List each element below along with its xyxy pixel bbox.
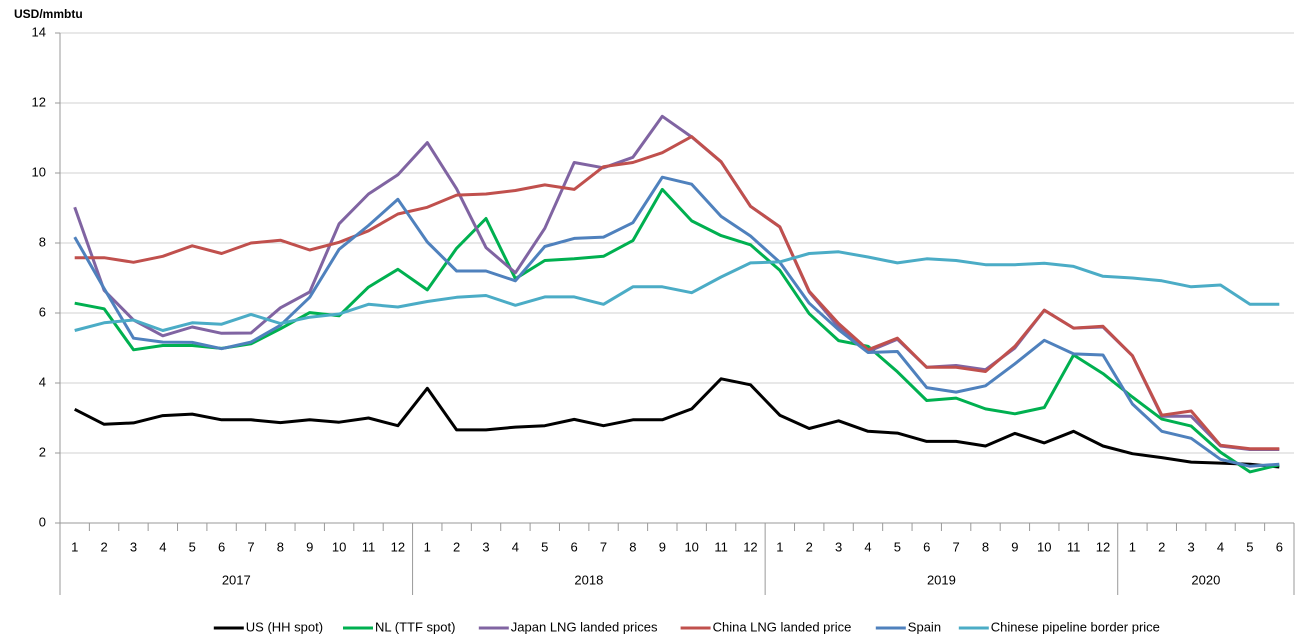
x-tick-label: 4 (1217, 539, 1224, 554)
x-tick-label: 9 (1011, 539, 1018, 554)
x-tick-label: 2 (806, 539, 813, 554)
x-tick-label: 4 (159, 539, 166, 554)
y-tick-label: 0 (39, 514, 46, 529)
series-line (74, 187, 1280, 474)
legend-label: Spain (908, 619, 941, 634)
x-tick-label: 11 (714, 539, 728, 554)
x-tick-label: 10 (1037, 539, 1051, 554)
y-tick-label: 8 (39, 234, 46, 249)
y-tick-label: 12 (32, 94, 46, 109)
x-tick-label: 4 (864, 539, 871, 554)
series-line (74, 135, 1280, 451)
legend-label: US (HH spot) (246, 619, 323, 634)
x-group-label: 2020 (1191, 572, 1220, 587)
x-tick-label: 1 (1129, 539, 1136, 554)
x-tick-label: 6 (218, 539, 225, 554)
legend-label: Chinese pipeline border price (991, 619, 1160, 634)
x-group-label: 2018 (574, 572, 603, 587)
legend-label: China LNG landed price (713, 619, 852, 634)
x-tick-label: 11 (1067, 539, 1081, 554)
x-tick-label: 11 (362, 539, 376, 554)
y-tick-label: 10 (32, 164, 46, 179)
x-tick-label: 9 (659, 539, 666, 554)
x-tick-label: 2 (1158, 539, 1165, 554)
x-tick-label: 3 (1188, 539, 1195, 554)
x-tick-label: 7 (953, 539, 960, 554)
x-tick-label: 2 (453, 539, 460, 554)
x-group-label: 2019 (927, 572, 956, 587)
x-tick-label: 7 (600, 539, 607, 554)
y-tick-label: 2 (39, 444, 46, 459)
x-tick-label: 2 (100, 539, 107, 554)
y-tick-label: 14 (32, 24, 46, 39)
x-tick-label: 7 (247, 539, 254, 554)
x-group-label: 2017 (222, 572, 251, 587)
x-tick-label: 1 (424, 539, 431, 554)
x-tick-label: 6 (1276, 539, 1283, 554)
x-tick-label: 12 (743, 539, 757, 554)
x-tick-label: 10 (684, 539, 698, 554)
x-tick-label: 8 (277, 539, 284, 554)
x-tick-label: 8 (629, 539, 636, 554)
x-tick-label: 9 (306, 539, 313, 554)
x-tick-label: 3 (130, 539, 137, 554)
x-tick-label: 5 (541, 539, 548, 554)
x-tick-label: 5 (1246, 539, 1253, 554)
legend-label: Japan LNG landed prices (511, 619, 658, 634)
series-line (73, 114, 1280, 451)
y-tick-label: 6 (39, 304, 46, 319)
x-tick-label: 12 (1096, 539, 1110, 554)
x-tick-label: 1 (776, 539, 783, 554)
x-tick-label: 5 (189, 539, 196, 554)
x-tick-label: 10 (332, 539, 346, 554)
series-line (74, 250, 1280, 332)
series-line (74, 377, 1280, 469)
x-tick-label: 6 (923, 539, 930, 554)
y-tick-label: 4 (39, 374, 46, 389)
x-tick-label: 12 (391, 539, 405, 554)
y-axis-label: USD/mmbtu (14, 7, 83, 21)
x-tick-label: 3 (482, 539, 489, 554)
x-tick-label: 6 (571, 539, 578, 554)
legend-label: NL (TTF spot) (375, 619, 455, 634)
series-line (73, 175, 1280, 468)
x-tick-label: 1 (71, 539, 78, 554)
x-tick-label: 3 (835, 539, 842, 554)
x-tick-label: 4 (512, 539, 519, 554)
x-tick-label: 8 (982, 539, 989, 554)
x-tick-label: 5 (894, 539, 901, 554)
